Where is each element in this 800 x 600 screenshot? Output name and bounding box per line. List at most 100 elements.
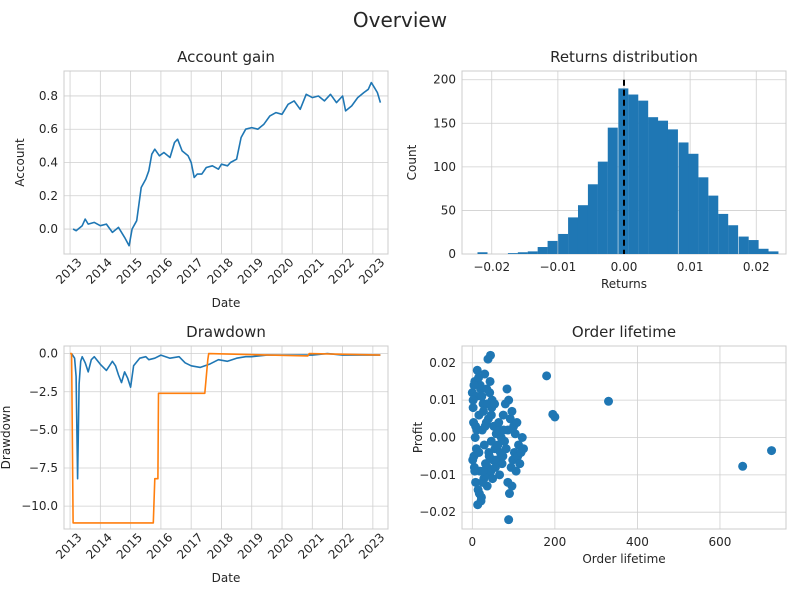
scatter-point (504, 515, 514, 525)
histogram-bar (678, 142, 689, 254)
histogram-bar (558, 233, 569, 254)
scatter-point (478, 477, 488, 487)
histogram-bar (628, 94, 639, 255)
y-tick-label: −7.5 (29, 461, 58, 475)
scatter-point (478, 406, 488, 416)
scatter-point (502, 384, 512, 394)
x-axis-label: Date (212, 571, 241, 585)
x-axis-label: Returns (601, 277, 647, 291)
scatter-point (486, 436, 496, 446)
scatter-point (517, 433, 527, 442)
scatter-point (468, 395, 478, 405)
histogram-bar (547, 240, 558, 254)
y-tick-label: 0.01 (429, 393, 456, 407)
histogram-bar (718, 213, 729, 254)
scatter-point (511, 466, 521, 476)
x-tick-label: 2021 (295, 530, 326, 561)
y-tick-label: 0.4 (39, 156, 58, 170)
scatter-point (501, 444, 511, 454)
order-lifetime-chart: 0 200 400 600 0.02 0.01 0.00 −0.01 −0.02 Order li… (411, 323, 787, 566)
scatter-point (471, 477, 481, 487)
x-tick-label: 2023 (356, 255, 387, 286)
x-axis-label: Date (212, 296, 241, 310)
histogram-bar (577, 205, 589, 254)
y-tick-label: 200 (433, 73, 456, 87)
account-gain-chart: 2013201420152016201720182019202020212022… (13, 48, 389, 310)
scatter-point (518, 444, 528, 454)
x-tick-label: −0.02 (473, 260, 510, 274)
histogram-bar (477, 252, 488, 254)
scatter-point (471, 421, 481, 431)
histogram-bar (738, 236, 749, 254)
histogram-bar (527, 251, 538, 254)
scatter-point (474, 489, 484, 499)
scatter-point (478, 466, 488, 476)
x-tick-label: 2020 (265, 530, 296, 561)
scatter-point (479, 440, 489, 450)
y-tick-label: −2.5 (29, 385, 58, 399)
axes-frame (461, 345, 787, 530)
scatter-point (505, 414, 515, 424)
scatter-point (507, 406, 517, 416)
x-tick-label: 2017 (174, 530, 205, 561)
histogram-bar (537, 247, 548, 254)
scatter-point (767, 446, 777, 456)
scatter-point (738, 461, 748, 471)
x-tick-label: 2013 (53, 255, 84, 286)
x-tick-label: 2022 (326, 255, 357, 286)
x-tick-label: 2014 (83, 530, 114, 561)
scatter-point (476, 496, 486, 506)
figure-title: Overview (353, 8, 447, 32)
x-tick-label: 0.00 (611, 260, 638, 274)
scatter-point (504, 489, 514, 499)
x-axis-label: Order lifetime (582, 552, 665, 566)
scatter-point (498, 410, 508, 420)
histogram-bar (517, 252, 528, 254)
x-tick-label: 0.02 (743, 260, 770, 274)
x-tick-label: 2015 (114, 255, 145, 286)
axes-frame (63, 345, 389, 530)
y-axis-label: Count (405, 144, 419, 180)
y-tick-label: −0.01 (419, 468, 456, 482)
scatter-point (486, 410, 496, 420)
histogram-bar (638, 100, 649, 254)
scatter-point (470, 466, 480, 476)
scatter-point (512, 418, 522, 428)
x-tick-label: 2018 (205, 255, 236, 286)
scatter-point (470, 433, 480, 442)
histogram-bar (748, 240, 759, 254)
x-tick-label: 2014 (83, 255, 114, 286)
scatter-point (510, 429, 520, 439)
histogram-bar (698, 177, 709, 254)
y-tick-label: −0.02 (419, 505, 456, 519)
scatter-point (485, 376, 495, 386)
y-axis-label: Account (13, 138, 27, 187)
scatter-point (490, 399, 500, 409)
scatter-point (515, 459, 525, 469)
y-axis-label: Profit (411, 422, 425, 454)
x-tick-label: −0.01 (539, 260, 576, 274)
scatter-point (482, 399, 492, 409)
histogram-bar (648, 117, 659, 254)
chart-title: Drawdown (186, 323, 266, 341)
y-tick-label: 100 (433, 160, 456, 174)
y-tick-label: 0.2 (39, 189, 58, 203)
y-tick-label: 0.02 (429, 356, 456, 370)
scatter-point (490, 462, 500, 472)
scatter-point (498, 451, 508, 461)
scatter-point (474, 373, 484, 383)
y-tick-label: −10.0 (21, 499, 58, 513)
scatter-point (542, 371, 552, 381)
x-tick-label: 2021 (295, 255, 326, 286)
x-tick-label: 2022 (326, 530, 357, 561)
histogram-bar (768, 251, 779, 254)
histogram-bar (658, 120, 669, 255)
y-tick-label: 0.00 (429, 431, 456, 445)
scatter-point (504, 395, 514, 405)
axes-frame (63, 70, 389, 255)
x-tick-label: 2013 (53, 530, 84, 561)
x-tick-label: 2017 (174, 255, 205, 286)
histogram-bar (728, 225, 739, 254)
scatter-point (495, 470, 505, 480)
